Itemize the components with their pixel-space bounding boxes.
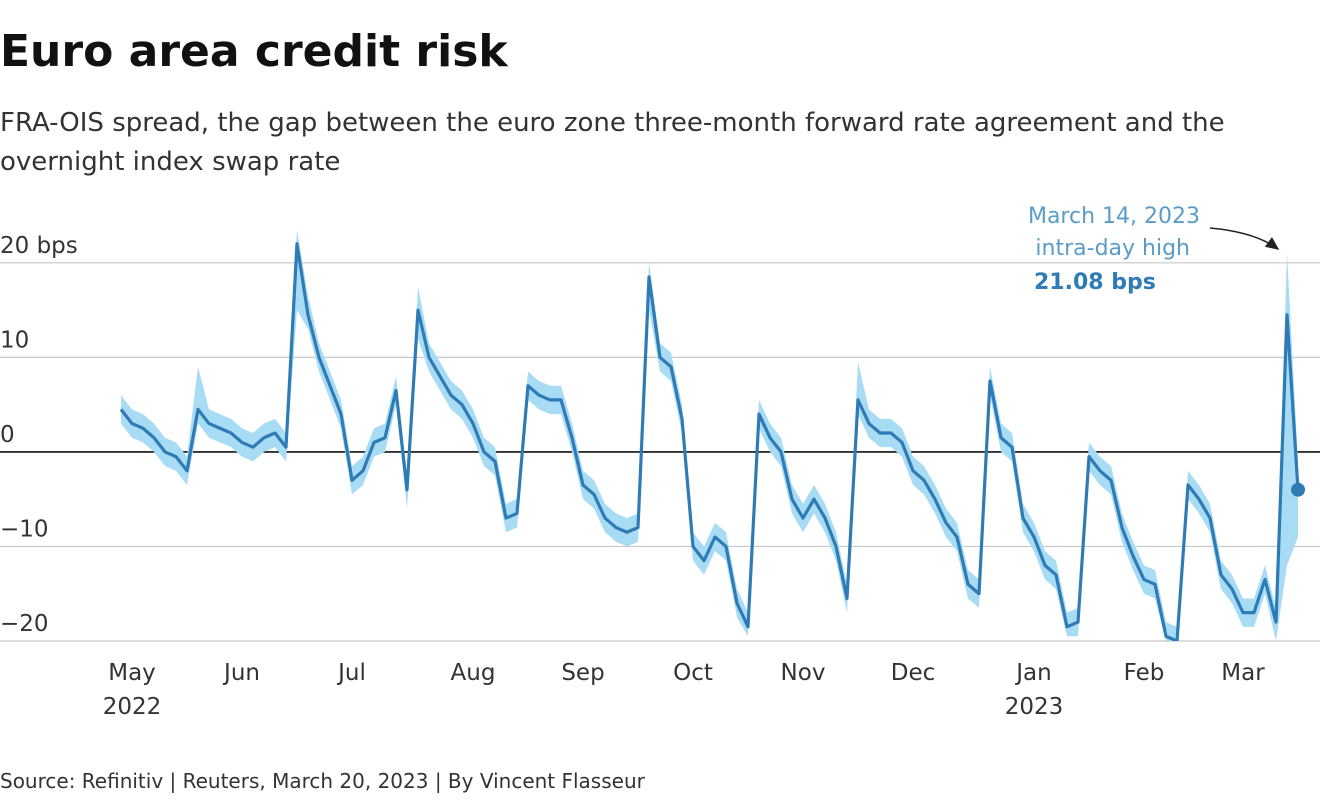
x-tick-label: Oct [673,660,713,686]
y-tick-label: 20 bps [0,233,78,259]
x-tick-label: Jun [222,660,260,686]
x-year-label: 2022 [103,694,162,720]
x-tick-label: Mar [1221,660,1265,686]
range-band [121,229,1298,641]
x-tick-label: Jan [1014,660,1051,686]
x-year-label: 2023 [1005,694,1064,720]
x-tick-label: Jul [336,660,366,686]
source: Source: Refinitiv | Reuters, March 20, 2… [0,769,646,793]
annotation-value: 21.08 bps [1034,270,1156,295]
annotation-arrow [1209,227,1280,250]
plot [119,229,1305,641]
x-tick-label: May [108,660,156,686]
y-tick-label: −10 [0,516,49,542]
annotation: intra-day high [1035,236,1190,261]
annotation: March 14, 2023 [1028,204,1200,229]
x-tick-label: Dec [891,660,936,686]
x-tick-label: Aug [451,660,496,686]
y-tick-label: −20 [0,611,49,637]
subtitle: overnight index swap rate [0,147,340,177]
line [119,242,1300,641]
end-point [1291,482,1305,497]
grid [0,262,1320,642]
chart-title: Euro area credit risk [0,26,509,77]
x-tick-label: Nov [781,660,826,686]
x-tick-label: Sep [561,660,604,686]
x-tick-label: Feb [1124,660,1165,686]
subtitle: FRA-OIS spread, the gap between the euro… [0,108,1225,138]
y-tick-label: 0 [0,422,15,448]
x-axis: 20 bps 10 0 −10 −20 May Jun Jul Aug Sep Oct Nov Dec J… [0,233,1265,720]
y-tick-label: 10 [0,327,29,353]
